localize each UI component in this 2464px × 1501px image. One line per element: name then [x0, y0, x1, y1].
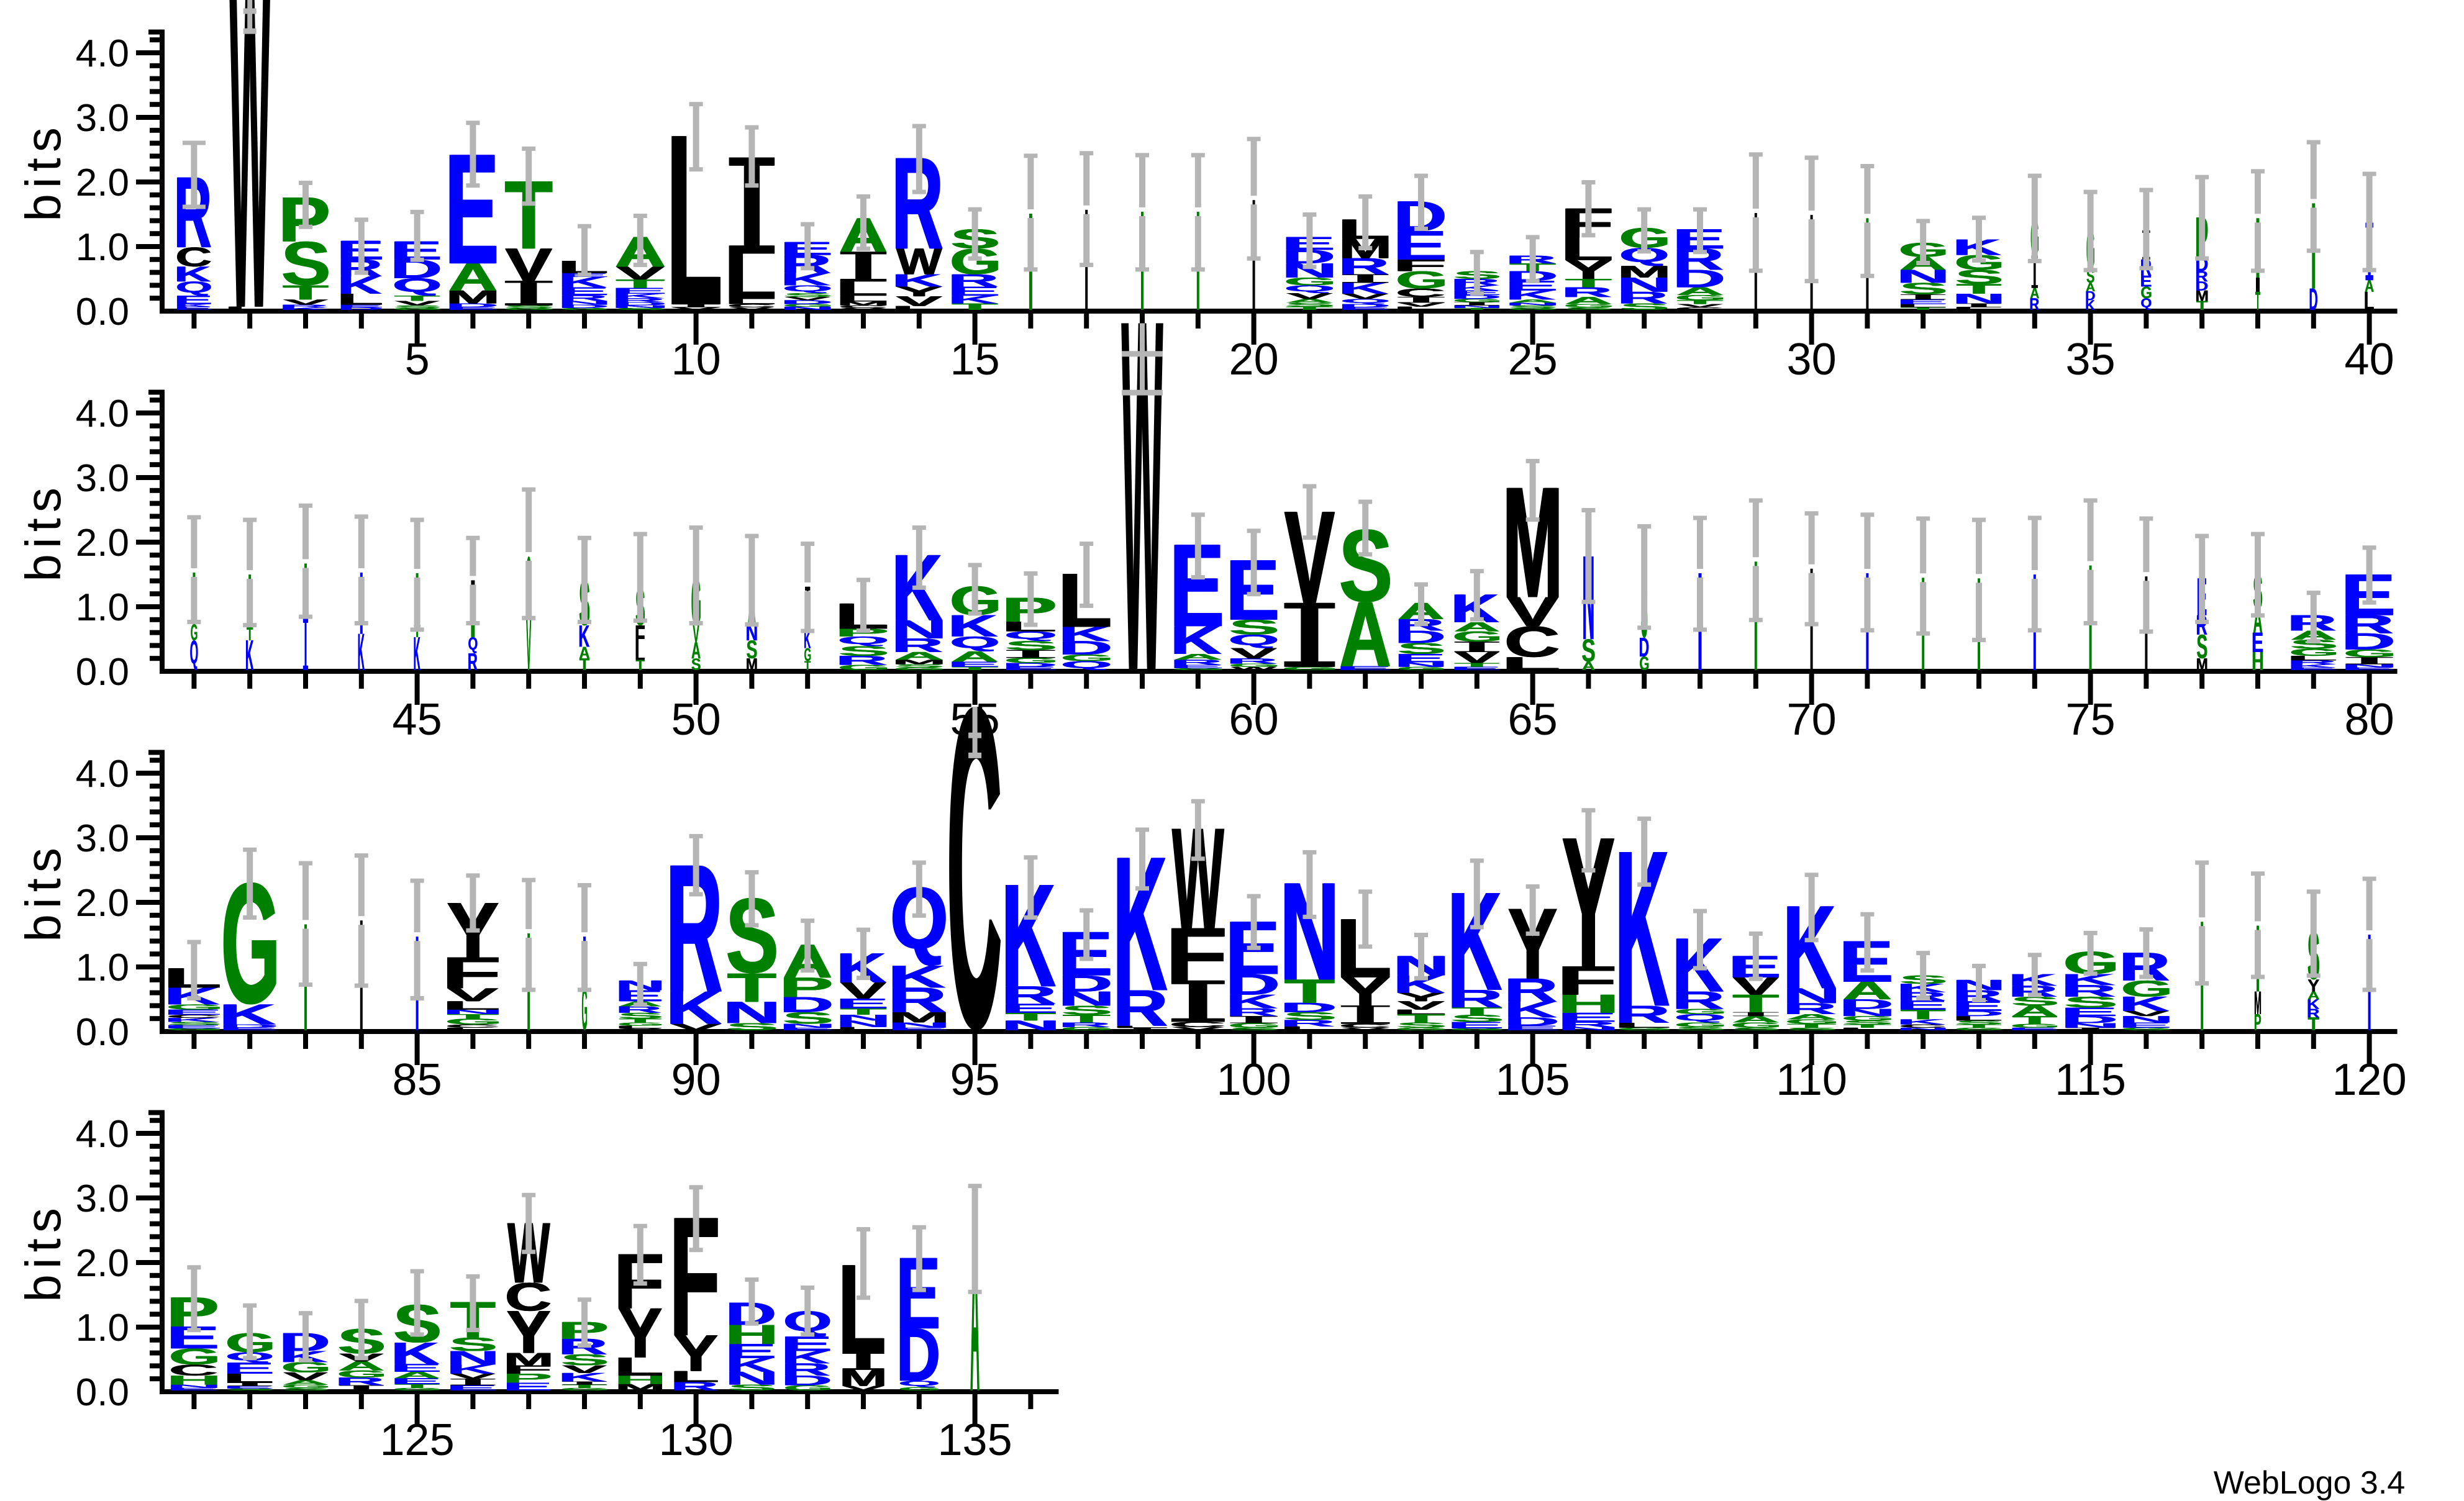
svg-text:10: 10: [671, 335, 721, 384]
svg-text:0.0: 0.0: [76, 1011, 129, 1054]
svg-text:4.0: 4.0: [76, 753, 129, 796]
svg-text:4.0: 4.0: [76, 32, 129, 75]
svg-text:3.0: 3.0: [76, 97, 129, 140]
svg-text:30: 30: [1787, 335, 1837, 384]
svg-text:15: 15: [950, 335, 1000, 384]
svg-text:5: 5: [405, 335, 430, 384]
svg-text:WebLogo 3.4: WebLogo 3.4: [2214, 1465, 2405, 1501]
svg-text:2.0: 2.0: [76, 882, 129, 925]
svg-text:115: 115: [2055, 1055, 2126, 1105]
svg-text:45: 45: [393, 695, 442, 745]
svg-text:80: 80: [2345, 695, 2394, 745]
svg-text:70: 70: [1787, 695, 1837, 745]
svg-text:40: 40: [2345, 335, 2394, 384]
svg-text:110: 110: [1776, 1055, 1847, 1105]
svg-text:3.0: 3.0: [76, 817, 129, 860]
svg-text:3.0: 3.0: [76, 457, 129, 500]
svg-text:1.0: 1.0: [76, 946, 129, 989]
svg-text:2.0: 2.0: [76, 161, 129, 204]
svg-text:130: 130: [659, 1415, 734, 1465]
svg-text:120: 120: [2332, 1055, 2407, 1105]
svg-text:4.0: 4.0: [76, 1113, 129, 1156]
svg-text:3.0: 3.0: [76, 1177, 129, 1220]
svg-text:105: 105: [1496, 1055, 1570, 1105]
svg-text:1.0: 1.0: [76, 1307, 129, 1349]
svg-text:0.0: 0.0: [76, 1371, 129, 1414]
svg-text:bits: bits: [16, 482, 71, 582]
svg-text:4.0: 4.0: [76, 392, 129, 435]
svg-text:2.0: 2.0: [76, 522, 129, 565]
svg-text:bits: bits: [16, 122, 71, 222]
svg-text:95: 95: [950, 1055, 1000, 1105]
svg-text:125: 125: [380, 1415, 455, 1465]
svg-text:1.0: 1.0: [76, 226, 129, 269]
svg-text:2.0: 2.0: [76, 1242, 129, 1285]
svg-text:0.0: 0.0: [76, 651, 129, 694]
svg-text:25: 25: [1508, 335, 1558, 384]
svg-text:20: 20: [1229, 335, 1279, 384]
svg-text:75: 75: [2066, 695, 2116, 745]
svg-text:1.0: 1.0: [76, 586, 129, 629]
svg-text:0.0: 0.0: [76, 291, 129, 333]
svg-text:bits: bits: [16, 842, 71, 942]
svg-text:65: 65: [1508, 695, 1558, 745]
svg-text:35: 35: [2066, 335, 2116, 384]
svg-text:90: 90: [671, 1055, 721, 1105]
svg-text:100: 100: [1217, 1055, 1291, 1105]
svg-text:50: 50: [671, 695, 721, 745]
svg-text:bits: bits: [16, 1202, 71, 1302]
svg-text:85: 85: [393, 1055, 442, 1105]
svg-text:135: 135: [938, 1415, 1012, 1465]
svg-text:60: 60: [1229, 695, 1279, 745]
